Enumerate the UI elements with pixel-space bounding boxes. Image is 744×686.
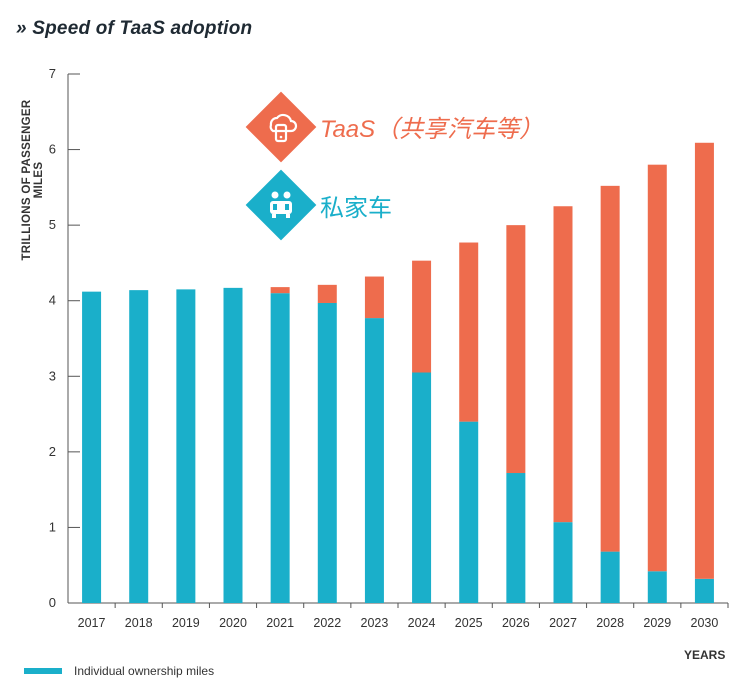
bar-taas-2025 bbox=[459, 242, 479, 422]
bar-individual-2027 bbox=[553, 522, 573, 603]
taas-annotation: TaaS（共享汽车等） bbox=[242, 88, 543, 166]
bar-taas-2023 bbox=[364, 276, 384, 319]
x-tick-label: 2026 bbox=[502, 616, 530, 630]
cloud-car-icon bbox=[242, 88, 320, 166]
bar-individual-2025 bbox=[459, 421, 479, 603]
x-tick-label: 2019 bbox=[172, 616, 200, 630]
x-tick-label: 2027 bbox=[549, 616, 577, 630]
bar-taas-2026 bbox=[506, 225, 526, 474]
bar-individual-2020 bbox=[223, 287, 243, 603]
bar-individual-2019 bbox=[176, 289, 196, 603]
legend-swatch-individual bbox=[24, 668, 62, 674]
bar-individual-2030 bbox=[694, 578, 714, 603]
x-tick-label: 2028 bbox=[596, 616, 624, 630]
bar-taas-2021 bbox=[270, 287, 290, 294]
bar-individual-2024 bbox=[412, 372, 432, 603]
bar-taas-2028 bbox=[600, 185, 620, 552]
bar-individual-2017 bbox=[82, 291, 102, 603]
bar-taas-2024 bbox=[412, 260, 432, 373]
x-axis-label: YEARS bbox=[684, 648, 726, 662]
x-tick-label: 2029 bbox=[643, 616, 671, 630]
bar-individual-2021 bbox=[270, 293, 290, 603]
x-tick-label: 2024 bbox=[408, 616, 436, 630]
bar-taas-2027 bbox=[553, 206, 573, 523]
x-tick-label: 2022 bbox=[313, 616, 341, 630]
bar-individual-2029 bbox=[647, 571, 667, 603]
x-tick-label: 2017 bbox=[78, 616, 106, 630]
legend: Individual ownership miles bbox=[24, 664, 214, 678]
y-tick-label: 0 bbox=[49, 595, 56, 610]
y-tick-label: 2 bbox=[49, 444, 56, 459]
y-tick-label: 1 bbox=[49, 519, 56, 534]
private-car-annotation-label: 私家车 bbox=[320, 194, 392, 222]
family-car-icon bbox=[242, 166, 320, 244]
bar-individual-2022 bbox=[317, 302, 337, 603]
y-tick-label: 6 bbox=[49, 142, 56, 157]
x-tick-label: 2020 bbox=[219, 616, 247, 630]
bar-individual-2018 bbox=[129, 290, 149, 603]
legend-label-individual: Individual ownership miles bbox=[74, 664, 215, 678]
bar-taas-2029 bbox=[647, 164, 667, 572]
x-tick-label: 2021 bbox=[266, 616, 294, 630]
bar-individual-2028 bbox=[600, 551, 620, 603]
y-tick-label: 4 bbox=[49, 293, 56, 308]
chart-title: » Speed of TaaS adoption bbox=[16, 18, 253, 39]
taas-annotation-label: TaaS（共享汽车等） bbox=[320, 115, 544, 143]
bar-taas-2030 bbox=[694, 142, 714, 579]
y-tick-label: 7 bbox=[49, 66, 56, 81]
y-tick-label: 5 bbox=[49, 217, 56, 232]
x-tick-label: 2030 bbox=[691, 616, 719, 630]
private-car-annotation: 私家车 bbox=[242, 166, 392, 244]
x-tick-label: 2025 bbox=[455, 616, 483, 630]
y-tick-label: 3 bbox=[49, 368, 56, 383]
x-tick-label: 2018 bbox=[125, 616, 153, 630]
bar-individual-2023 bbox=[364, 318, 384, 603]
bar-individual-2026 bbox=[506, 473, 526, 603]
bar-taas-2022 bbox=[317, 284, 337, 303]
x-tick-label: 2023 bbox=[361, 616, 389, 630]
